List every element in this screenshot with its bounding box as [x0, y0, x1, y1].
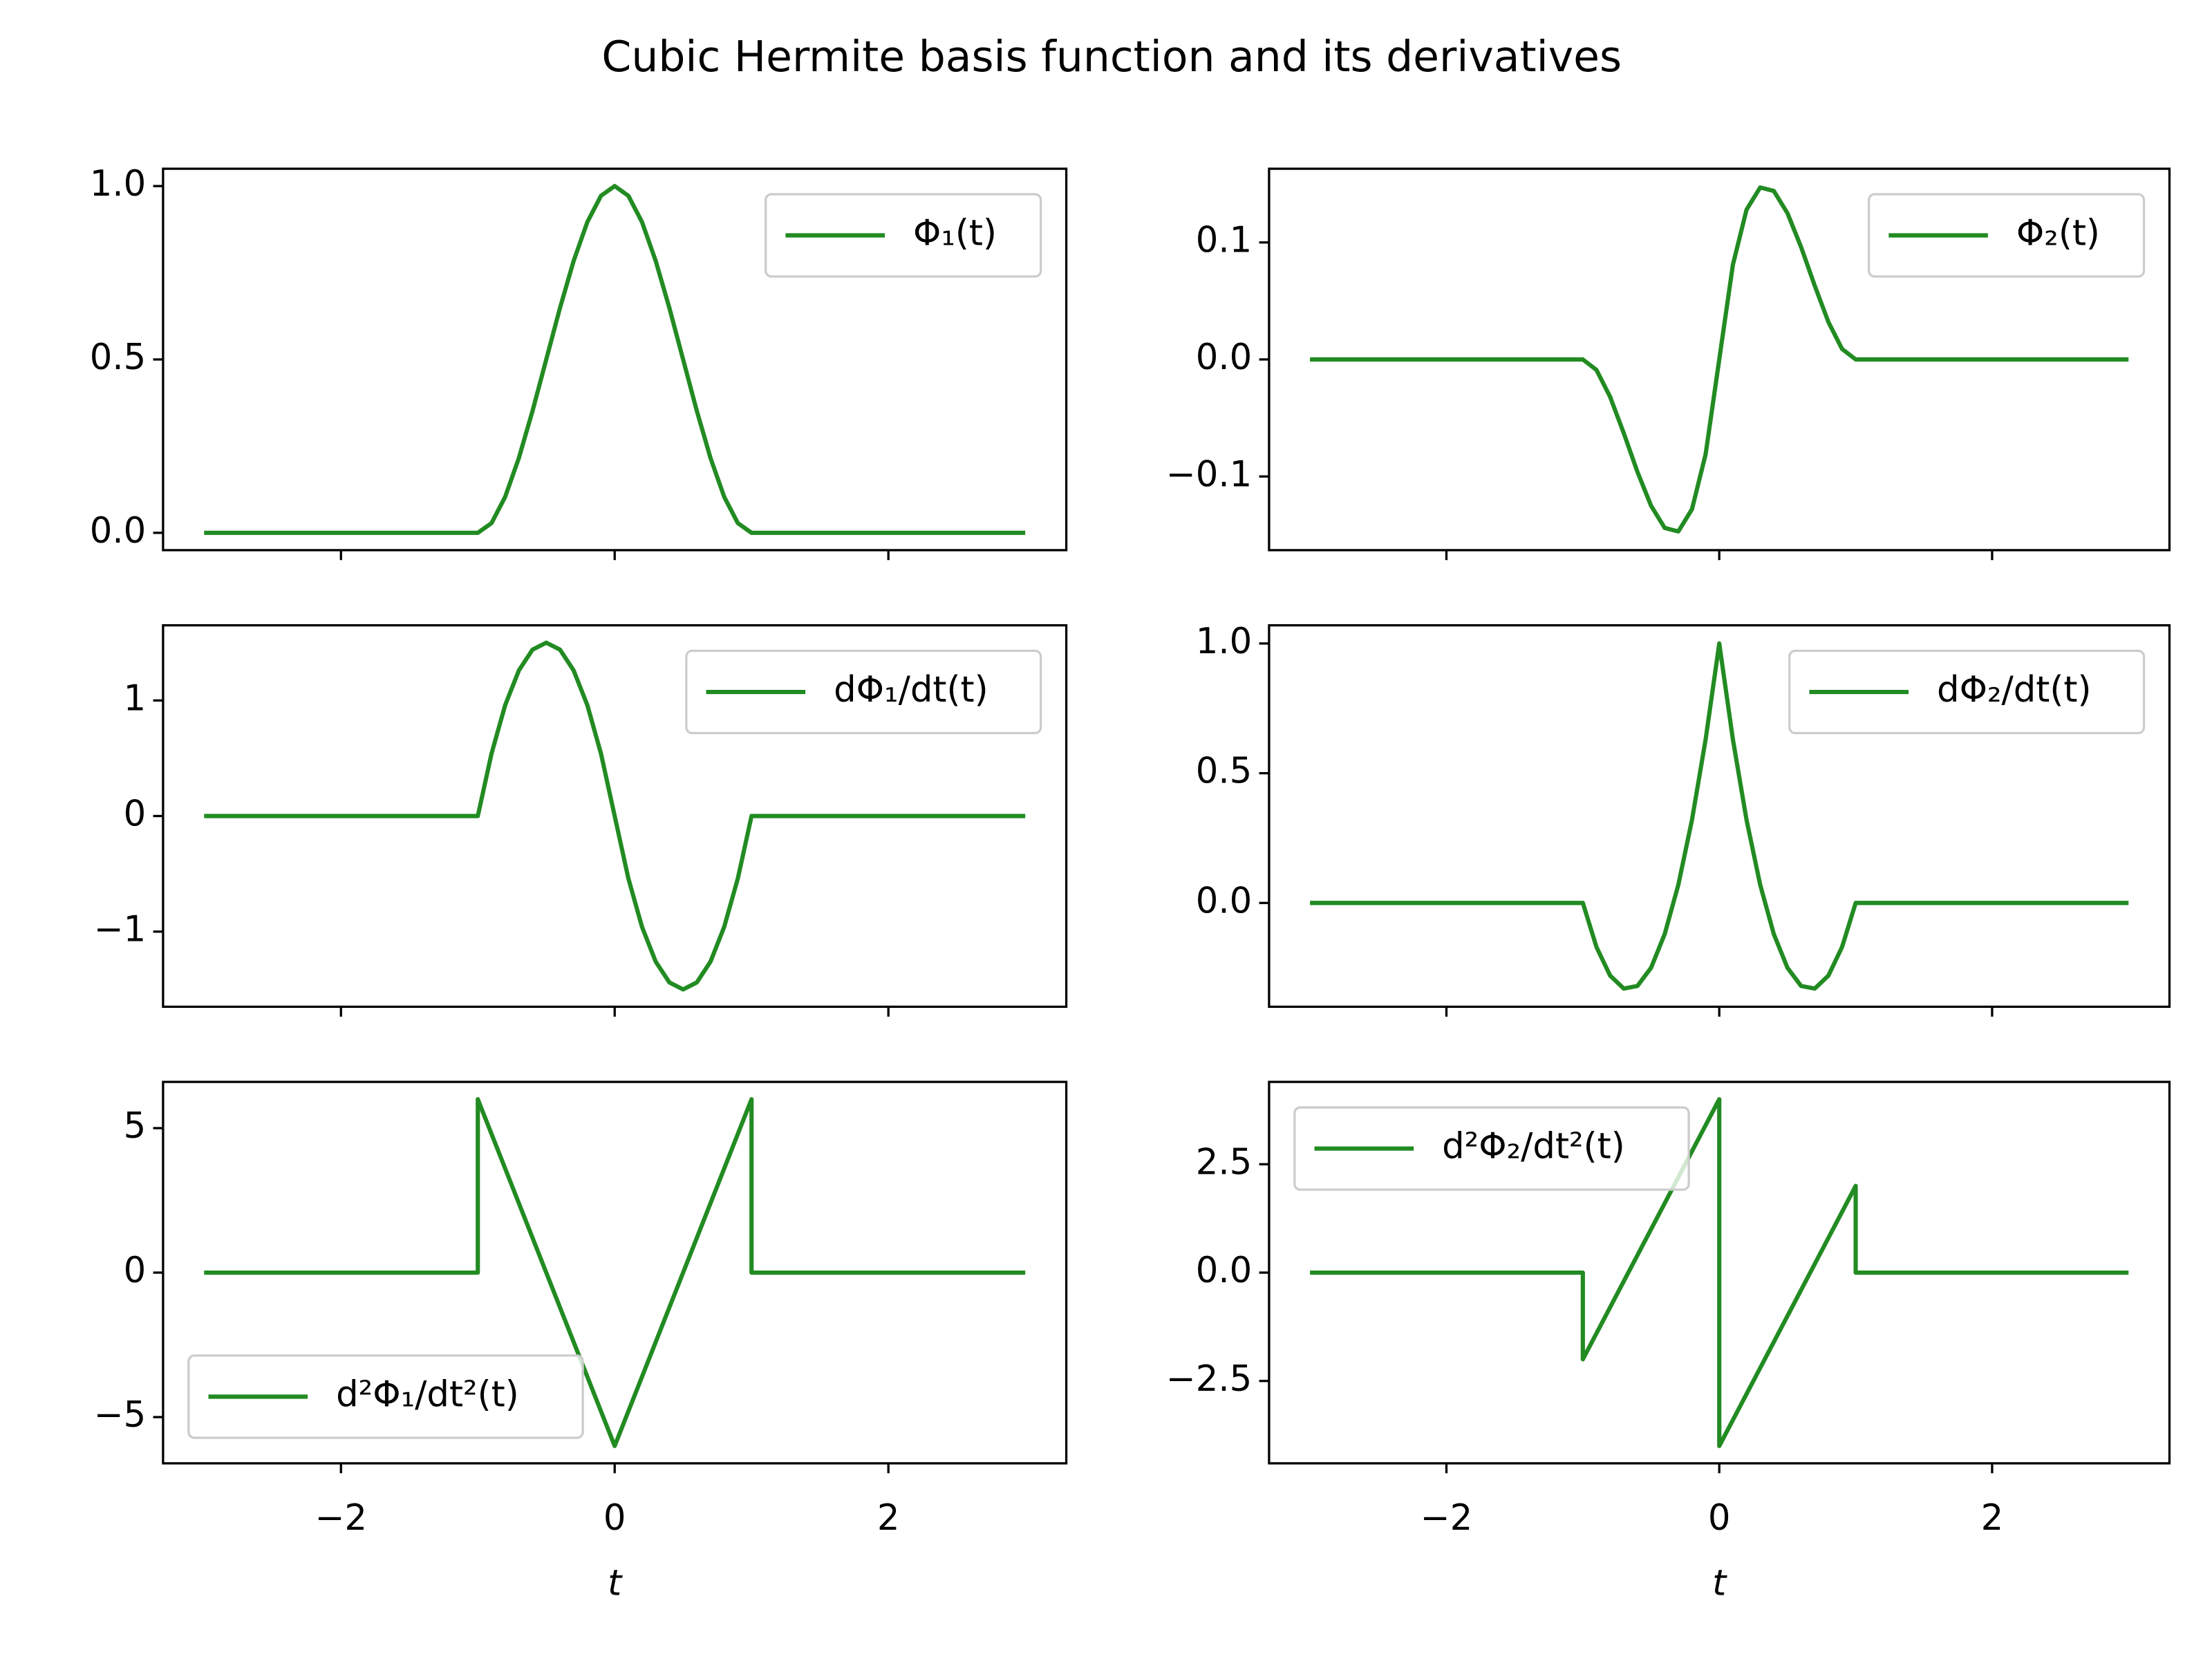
y-tick-label: 1.0	[90, 163, 147, 205]
y-tick-label: 0	[124, 794, 147, 835]
x-tick-label: −2	[1421, 1497, 1473, 1539]
y-tick-label: 0	[124, 1250, 147, 1291]
y-tick-label: 2.5	[1196, 1141, 1253, 1183]
legend-box	[765, 193, 1042, 278]
y-tick-label: −5	[94, 1394, 147, 1436]
x-tick-label: 2	[1981, 1497, 2004, 1539]
y-tick-label: 0.5	[90, 337, 147, 378]
legend-label: Φ₁(t)	[913, 213, 997, 254]
x-axis-label: t	[1712, 1562, 1727, 1604]
y-tick-label: −0.1	[1166, 453, 1252, 495]
legend-label: Φ₂(t)	[2016, 213, 2100, 254]
legend-box	[187, 1354, 584, 1439]
y-tick-label: 1	[124, 677, 147, 719]
legend-label: d²Φ₁/dt²(t)	[336, 1374, 519, 1416]
legend: d²Φ₁/dt²(t)	[187, 1354, 584, 1439]
line	[1310, 1097, 2129, 1448]
y-tick-label: −2.5	[1166, 1358, 1252, 1400]
line	[1310, 641, 2129, 991]
figure-title: Cubic Hermite basis function and its der…	[601, 32, 1622, 82]
legend-label: dΦ₁/dt(t)	[834, 669, 988, 711]
y-tick-label: 5	[124, 1105, 147, 1147]
legend: dΦ₁/dt(t)	[685, 649, 1042, 735]
legend-box	[685, 649, 1042, 735]
x-axis-label: t	[608, 1562, 623, 1604]
line	[204, 184, 1026, 535]
legend: Φ₂(t)	[1867, 193, 2146, 278]
y-tick-label: 0.5	[1196, 751, 1253, 792]
line	[1310, 185, 2129, 534]
x-tick-label: 2	[877, 1497, 900, 1539]
y-tick-label: 0.0	[1196, 880, 1253, 921]
y-tick-label: −1	[94, 909, 147, 950]
legend: Φ₁(t)	[765, 193, 1042, 278]
y-tick-label: 1.0	[1196, 621, 1253, 662]
legend-box	[1867, 193, 2146, 278]
line	[204, 640, 1026, 992]
x-tick-label: −2	[315, 1497, 367, 1539]
x-tick-label: 0	[603, 1497, 626, 1539]
legend: dΦ₂/dt(t)	[1788, 649, 2146, 735]
legend-box	[1293, 1106, 1690, 1191]
x-tick-label: 0	[1708, 1497, 1731, 1539]
line	[204, 1097, 1026, 1448]
legend-label: dΦ₂/dt(t)	[1937, 669, 2091, 711]
legend-label: d²Φ₂/dt²(t)	[1442, 1126, 1625, 1168]
y-tick-label: 0.0	[1196, 1250, 1253, 1291]
y-tick-label: 0.0	[90, 510, 147, 552]
legend-box	[1788, 649, 2146, 735]
legend: d²Φ₂/dt²(t)	[1293, 1106, 1690, 1191]
y-tick-label: 0.0	[1196, 337, 1253, 378]
y-tick-label: 0.1	[1196, 220, 1253, 261]
